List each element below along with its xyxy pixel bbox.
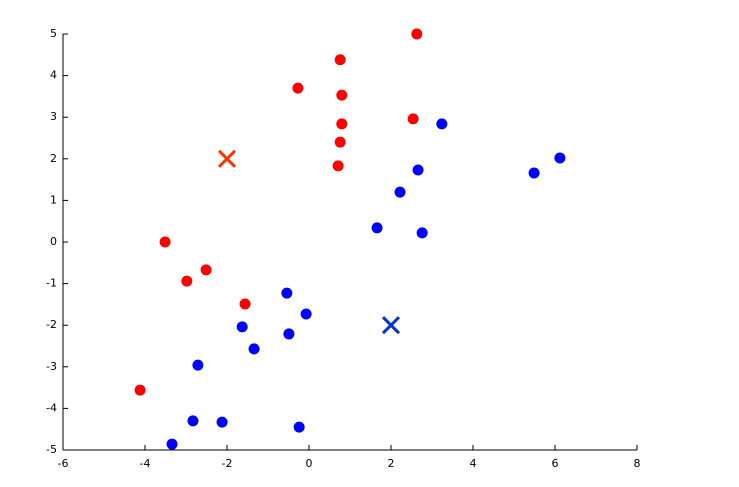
point xyxy=(239,298,251,310)
point xyxy=(292,82,304,94)
point xyxy=(332,160,344,172)
x-tick-label: 4 xyxy=(470,457,477,470)
y-tick-label: -2 xyxy=(46,318,57,331)
y-tick-label: -5 xyxy=(46,443,57,456)
point xyxy=(407,113,419,125)
point xyxy=(192,359,204,371)
point xyxy=(200,264,212,276)
point xyxy=(166,438,178,450)
point xyxy=(334,54,346,66)
point xyxy=(336,118,348,130)
point xyxy=(281,287,293,299)
point xyxy=(412,164,424,176)
point xyxy=(248,343,260,355)
point xyxy=(394,186,406,198)
point xyxy=(371,222,383,234)
y-tick-label: 5 xyxy=(50,27,57,40)
point xyxy=(300,308,312,320)
point xyxy=(416,227,428,239)
x-tick-label: -6 xyxy=(58,457,69,470)
point xyxy=(283,328,295,340)
x-tick-label: -4 xyxy=(140,457,151,470)
y-tick-label: 4 xyxy=(50,69,57,82)
x-tick-label: 6 xyxy=(552,457,559,470)
y-tick-label: 3 xyxy=(50,110,57,123)
point xyxy=(554,152,566,164)
y-tick-label: 2 xyxy=(50,152,57,165)
centroid-marker xyxy=(217,149,237,168)
point xyxy=(134,384,146,396)
y-tick-label: -4 xyxy=(46,401,57,414)
point xyxy=(411,28,423,40)
x-tick-label: 2 xyxy=(388,457,395,470)
point xyxy=(216,416,228,428)
point xyxy=(181,275,193,287)
point xyxy=(336,89,348,101)
x-tick-label: -2 xyxy=(222,457,233,470)
centroid-marker xyxy=(381,316,401,335)
y-tick-label: 1 xyxy=(50,193,57,206)
y-tick-label: 0 xyxy=(50,235,57,248)
point xyxy=(334,136,346,148)
x-tick-label: 0 xyxy=(306,457,313,470)
point xyxy=(236,321,248,333)
point xyxy=(159,236,171,248)
point xyxy=(528,167,540,179)
point xyxy=(436,118,448,130)
y-tick-label: -3 xyxy=(46,360,57,373)
point xyxy=(293,421,305,433)
y-tick-label: -1 xyxy=(46,277,57,290)
x-tick-label: 8 xyxy=(634,457,641,470)
point xyxy=(187,415,199,427)
